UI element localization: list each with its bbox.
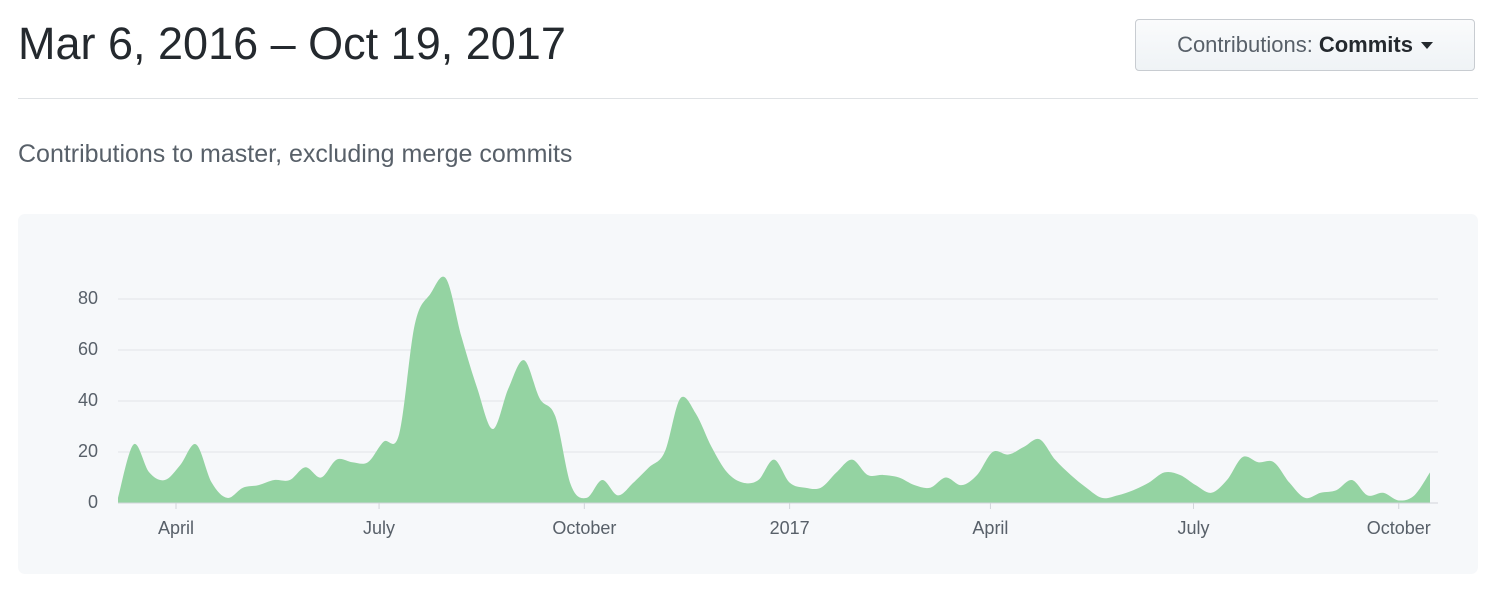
- y-tick-label: 40: [78, 390, 98, 410]
- x-tick-label: October: [1367, 518, 1431, 538]
- dropdown-label: Contributions:: [1177, 32, 1313, 57]
- x-tick-label: April: [158, 518, 194, 538]
- chart-panel: [18, 214, 1478, 574]
- y-tick-label: 80: [78, 288, 98, 308]
- x-tick-label: October: [552, 518, 616, 538]
- page-title: Mar 6, 2016 – Oct 19, 2017: [18, 18, 566, 69]
- y-tick-label: 20: [78, 441, 98, 461]
- x-tick-label: April: [972, 518, 1008, 538]
- caret: [1420, 41, 1433, 49]
- chart-title: Contributions to master, excluding merge…: [18, 140, 573, 168]
- x-tick-label: 2017: [770, 518, 810, 538]
- x-tick-label: July: [1177, 518, 1209, 538]
- y-tick-label: 60: [78, 339, 98, 359]
- dropdown-value: Commits: [1318, 32, 1413, 57]
- area: [118, 276, 1430, 503]
- x-tick-label: July: [363, 518, 395, 538]
- contributions-dropdown[interactable]: Contributions: Commits: [1135, 19, 1475, 71]
- divider: [18, 98, 1478, 99]
- y-tick-label: 0: [88, 492, 98, 512]
